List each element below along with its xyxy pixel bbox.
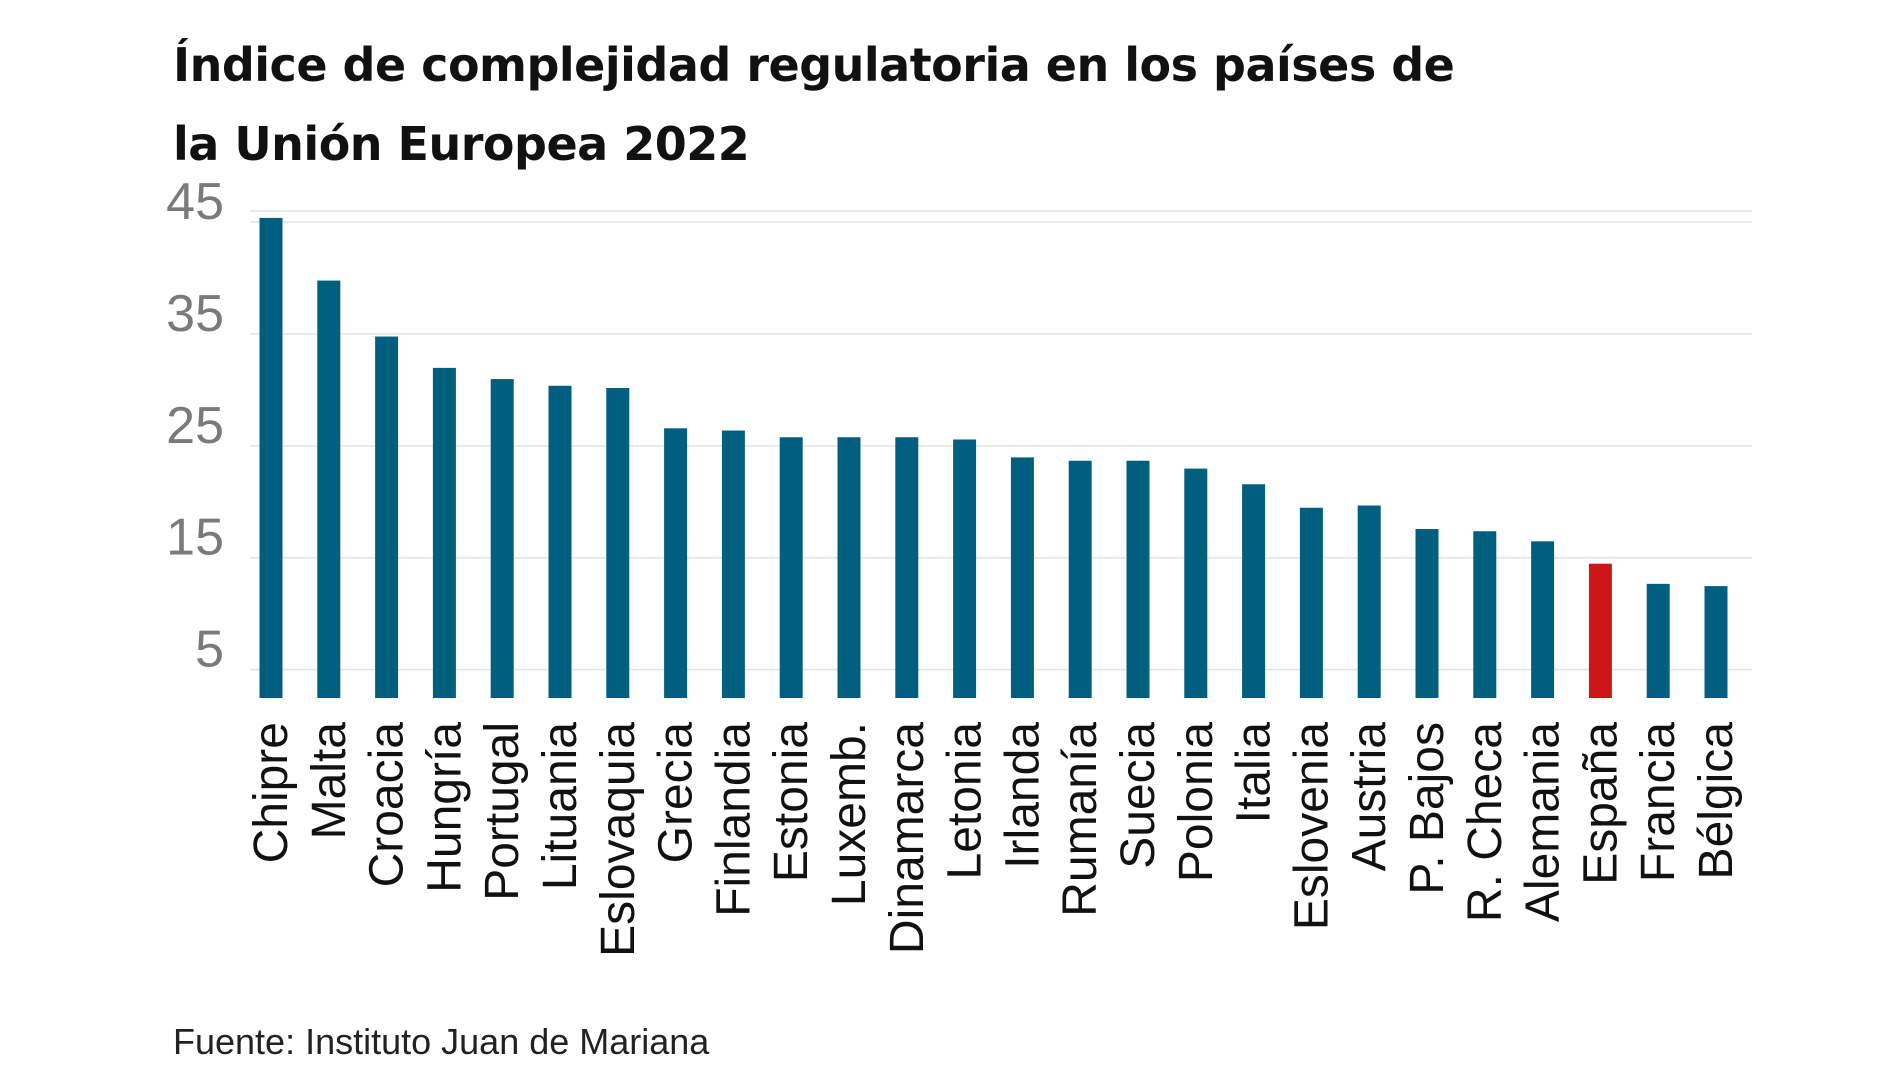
bar-lituania <box>548 385 572 698</box>
bars <box>259 217 1728 698</box>
bar-alemania <box>1531 541 1555 698</box>
bar-hungría <box>432 367 456 698</box>
y-tick-label: 25 <box>166 397 224 455</box>
bar-p-bajos <box>1415 529 1439 698</box>
category-label: Grecia <box>650 722 703 864</box>
category-label: R. Checa <box>1459 722 1512 922</box>
category-label: Italia <box>1228 722 1281 824</box>
bar-eslovenia <box>1299 507 1323 698</box>
category-label: P. Bajos <box>1401 722 1454 895</box>
bar-finlandia <box>721 430 745 698</box>
bar-italia <box>1242 484 1266 698</box>
category-label: Austria <box>1343 722 1396 872</box>
category-label: Francia <box>1632 722 1685 882</box>
bar-rumanía <box>1068 460 1092 698</box>
bar-croacia <box>375 336 399 698</box>
bar-estonia <box>779 437 803 698</box>
y-tick-label: 15 <box>166 509 224 567</box>
bar-letonia <box>953 439 977 698</box>
category-label: Eslovenia <box>1285 722 1338 930</box>
category-label: Irlanda <box>996 722 1049 869</box>
category-label: Eslovaquia <box>592 722 645 957</box>
bar-irlanda <box>1010 457 1034 698</box>
y-axis-ticks: 5 15 25 35 45 <box>166 173 224 679</box>
bar-francia <box>1646 583 1670 698</box>
bar-chipre <box>259 217 283 698</box>
category-label: Croacia <box>361 722 414 888</box>
y-tick-label: 45 <box>166 173 224 231</box>
category-label: Dinamarca <box>881 722 934 954</box>
chart-title: Índice de complejidad regulatoria en los… <box>173 26 1553 184</box>
y-tick-label: 35 <box>166 285 224 343</box>
bar-dinamarca <box>895 437 919 698</box>
category-label: Suecia <box>1112 722 1165 869</box>
bar-malta <box>317 280 341 698</box>
category-label: Chipre <box>245 722 298 863</box>
bar-austria <box>1357 505 1381 698</box>
bar-bélgica <box>1704 586 1728 698</box>
source-note: Fuente: Instituto Juan de Mariana <box>173 1021 710 1062</box>
bar-r-checa <box>1473 531 1497 698</box>
chart-title-line-2: la Unión Europea 2022 <box>173 117 750 171</box>
category-label: Polonia <box>1170 722 1223 882</box>
bar-suecia <box>1126 460 1150 698</box>
bar-portugal <box>490 379 514 698</box>
bar-españa <box>1588 563 1612 698</box>
grid-layer <box>250 210 1752 671</box>
category-label: Estonia <box>765 722 818 882</box>
category-label: Finlandia <box>707 722 760 917</box>
category-label: España <box>1574 722 1627 885</box>
bar-chart: 5 15 25 35 45 Chipre Malta Croacia Hungría Portu… <box>166 173 1752 957</box>
y-tick-label: 5 <box>195 621 224 679</box>
category-label: Bélgica <box>1690 722 1743 880</box>
bar-polonia <box>1184 468 1208 698</box>
category-label: Lituania <box>534 722 587 890</box>
category-label: Portugal <box>476 722 529 901</box>
category-label: Malta <box>303 722 356 840</box>
bar-eslovaquia <box>606 388 630 698</box>
bar-luxemb <box>837 437 861 698</box>
bar-grecia <box>664 428 688 698</box>
category-label: Alemania <box>1517 722 1570 922</box>
category-label: Luxemb. <box>823 722 876 906</box>
category-labels: Chipre Malta Croacia Hungría Portugal Lituani… <box>245 722 1743 957</box>
category-label: Rumanía <box>1054 722 1107 917</box>
category-label: Hungría <box>418 722 471 893</box>
chart-title-line-1: Índice de complejidad regulatoria en los… <box>173 38 1455 92</box>
category-label: Letonia <box>939 722 992 880</box>
